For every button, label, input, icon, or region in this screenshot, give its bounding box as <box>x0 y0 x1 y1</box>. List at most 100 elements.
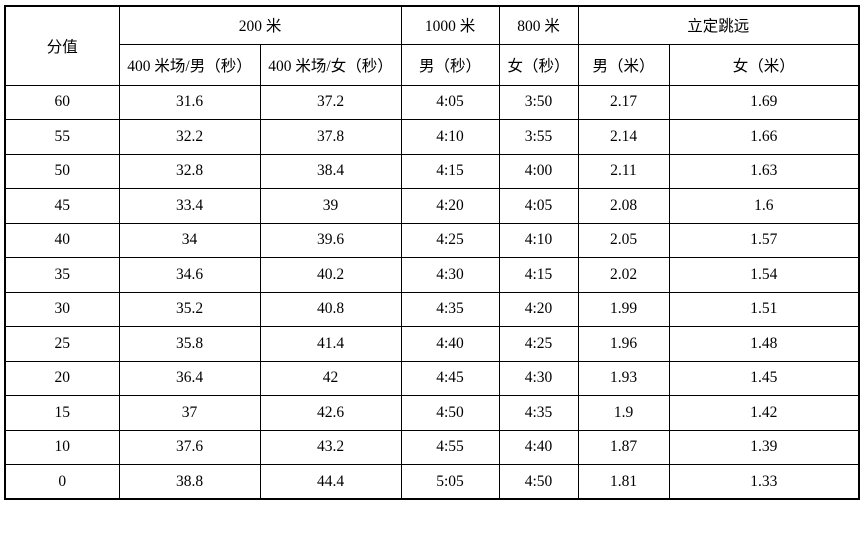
value-cell: 2.17 <box>577 84 670 120</box>
header-row-1: 分值 200 米 1000 米 800 米 立定跳远 <box>4 5 860 86</box>
value-cell: 4:40 <box>498 429 579 465</box>
score-cell: 50 <box>4 153 120 189</box>
header-800m: 800 米 <box>498 5 579 45</box>
table-row: 0 38.8 44.4 5:05 4:50 1.81 1.33 <box>4 464 860 500</box>
value-cell: 1.93 <box>577 360 670 396</box>
value-cell: 33.4 <box>118 188 261 224</box>
value-cell: 1.63 <box>668 153 860 189</box>
value-cell: 4:25 <box>498 326 579 362</box>
table-row: 45 33.4 39 4:20 4:05 2.08 1.6 <box>4 188 860 224</box>
header-standing-long-jump: 立定跳远 <box>577 5 860 45</box>
score-cell: 30 <box>4 291 120 327</box>
value-cell: 1.66 <box>668 119 860 155</box>
value-cell: 3:50 <box>498 84 579 120</box>
header-row-2: 400 米场/男（秒） 400 米场/女（秒） 男（秒） 女（秒） 男（米） 女… <box>5 43 860 86</box>
score-cell: 0 <box>4 464 120 500</box>
value-cell: 4:45 <box>400 360 500 396</box>
value-cell: 34 <box>118 222 261 258</box>
value-cell: 39.6 <box>259 222 402 258</box>
table-row: 60 31.6 37.2 4:05 3:50 2.17 1.69 <box>4 84 860 120</box>
value-cell: 32.2 <box>118 119 261 155</box>
value-cell: 4:20 <box>400 188 500 224</box>
value-cell: 42.6 <box>259 395 402 431</box>
value-cell: 1.69 <box>668 84 860 120</box>
value-cell: 41.4 <box>259 326 402 362</box>
header-1000m: 1000 米 <box>400 5 500 45</box>
header-score: 分值 <box>4 5 120 86</box>
value-cell: 1.42 <box>668 395 860 431</box>
value-cell: 4:15 <box>400 153 500 189</box>
value-cell: 40.8 <box>259 291 402 327</box>
table-row: 55 32.2 37.8 4:10 3:55 2.14 1.66 <box>4 119 860 155</box>
score-cell: 35 <box>4 257 120 293</box>
value-cell: 1.9 <box>577 395 670 431</box>
value-cell: 1.48 <box>668 326 860 362</box>
value-cell: 1.87 <box>577 429 670 465</box>
value-cell: 1.99 <box>577 291 670 327</box>
score-cell: 20 <box>4 360 120 396</box>
value-cell: 2.11 <box>577 153 670 189</box>
value-cell: 4:35 <box>498 395 579 431</box>
table-row: 30 35.2 40.8 4:35 4:20 1.99 1.51 <box>4 291 860 327</box>
value-cell: 42 <box>259 360 402 396</box>
score-cell: 25 <box>4 326 120 362</box>
header-200m: 200 米 <box>118 5 402 45</box>
value-cell: 4:40 <box>400 326 500 362</box>
value-cell: 4:05 <box>400 84 500 120</box>
value-cell: 1.57 <box>668 222 860 258</box>
value-cell: 36.4 <box>118 360 261 396</box>
value-cell: 1.96 <box>577 326 670 362</box>
score-cell: 15 <box>4 395 120 431</box>
header-jump-female: 女（米） <box>668 43 860 86</box>
value-cell: 4:50 <box>498 464 579 500</box>
value-cell: 34.6 <box>118 257 261 293</box>
value-cell: 38.4 <box>259 153 402 189</box>
score-cell: 55 <box>4 119 120 155</box>
value-cell: 39 <box>259 188 402 224</box>
value-cell: 4:30 <box>400 257 500 293</box>
value-cell: 4:35 <box>400 291 500 327</box>
header-jump-male: 男（米） <box>577 43 670 86</box>
value-cell: 32.8 <box>118 153 261 189</box>
value-cell: 44.4 <box>259 464 402 500</box>
value-cell: 4:50 <box>400 395 500 431</box>
value-cell: 38.8 <box>118 464 261 500</box>
value-cell: 5:05 <box>400 464 500 500</box>
value-cell: 4:05 <box>498 188 579 224</box>
value-cell: 35.2 <box>118 291 261 327</box>
value-cell: 40.2 <box>259 257 402 293</box>
header-800m-female: 女（秒） <box>498 43 579 86</box>
value-cell: 4:10 <box>400 119 500 155</box>
table-row: 35 34.6 40.2 4:30 4:15 2.02 1.54 <box>4 257 860 293</box>
value-cell: 1.54 <box>668 257 860 293</box>
table-row: 50 32.8 38.4 4:15 4:00 2.11 1.63 <box>4 153 860 189</box>
value-cell: 4:55 <box>400 429 500 465</box>
value-cell: 4:00 <box>498 153 579 189</box>
table-row: 20 36.4 42 4:45 4:30 1.93 1.45 <box>4 360 860 396</box>
value-cell: 37.8 <box>259 119 402 155</box>
table-row: 15 37 42.6 4:50 4:35 1.9 1.42 <box>4 395 860 431</box>
value-cell: 1.51 <box>668 291 860 327</box>
value-cell: 4:10 <box>498 222 579 258</box>
value-cell: 37.2 <box>259 84 402 120</box>
table-row: 10 37.6 43.2 4:55 4:40 1.87 1.39 <box>4 429 860 465</box>
value-cell: 35.8 <box>118 326 261 362</box>
value-cell: 4:25 <box>400 222 500 258</box>
value-cell: 3:55 <box>498 119 579 155</box>
value-cell: 2.08 <box>577 188 670 224</box>
value-cell: 1.6 <box>668 188 860 224</box>
value-cell: 1.81 <box>577 464 670 500</box>
value-cell: 2.05 <box>577 222 670 258</box>
value-cell: 4:30 <box>498 360 579 396</box>
table-row: 40 34 39.6 4:25 4:10 2.05 1.57 <box>4 222 860 258</box>
score-cell: 10 <box>4 429 120 465</box>
table-row: 25 35.8 41.4 4:40 4:25 1.96 1.48 <box>4 326 860 362</box>
header-200m-male: 400 米场/男（秒） <box>118 43 261 86</box>
table-body: 60 31.6 37.2 4:05 3:50 2.17 1.69 55 32.2 37.8 4:10… <box>4 84 860 500</box>
value-cell: 1.39 <box>668 429 860 465</box>
value-cell: 37.6 <box>118 429 261 465</box>
value-cell: 43.2 <box>259 429 402 465</box>
score-cell: 60 <box>4 84 120 120</box>
score-cell: 45 <box>4 188 120 224</box>
